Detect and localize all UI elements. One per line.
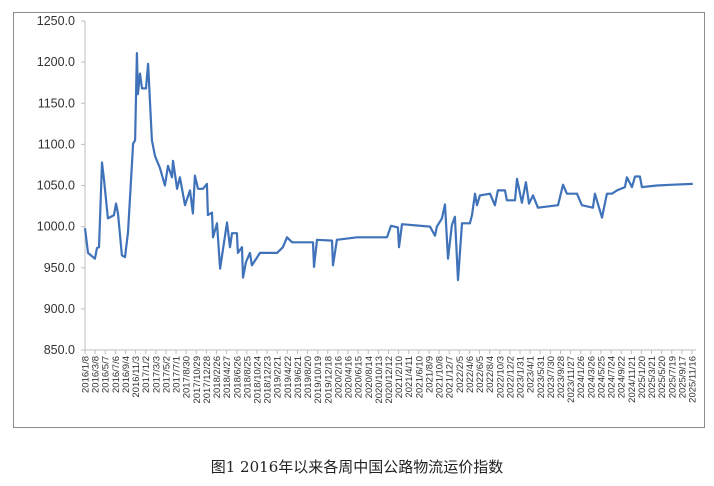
x-tick-label: 2018/10/24 [252, 356, 263, 404]
x-tick-label: 2025/9/17 [677, 356, 688, 398]
y-tick-label: 950.0 [44, 261, 75, 275]
y-tick-label: 1250.0 [37, 14, 75, 28]
x-tick-label: 2017/12/28 [202, 356, 213, 404]
series-line [83, 51, 693, 282]
x-tick-label: 2024/9/22 [617, 356, 628, 398]
x-tick-label: 2016/3/8 [91, 356, 102, 393]
x-tick-label: 2021/4/11 [404, 356, 415, 398]
x-tick-label: 2024/7/24 [607, 356, 618, 398]
x-tick-label: 2016/1/8 [81, 356, 92, 393]
x-tick-label: 2022/6/5 [475, 356, 486, 393]
y-tick-label: 900.0 [44, 302, 75, 316]
x-tick-label: 2022/4/6 [465, 356, 476, 393]
x-tick-label: 2017/5/2 [161, 356, 172, 393]
x-tick-label: 2021/8/9 [424, 356, 435, 393]
x-tick-label: 2016/7/6 [111, 356, 122, 393]
x-tick-label: 2018/8/25 [242, 356, 253, 398]
x-tick-label: 2018/4/27 [222, 356, 233, 398]
x-tick-label: 2025/5/20 [657, 356, 668, 398]
x-tick-label: 2016/11/3 [131, 356, 142, 398]
x-tick-label: 2017/1/2 [141, 356, 152, 393]
x-tick-label: 2025/11/16 [688, 356, 699, 403]
x-tick-label: 2020/12/12 [384, 356, 395, 404]
x-tick-label: 2021/2/10 [394, 356, 405, 398]
x-tick-label: 2021/6/10 [414, 356, 425, 398]
x-tick-label: 2024/11/21 [627, 356, 638, 403]
x-tick-label: 2019/8/20 [303, 356, 314, 398]
x-tick-label: 2017/3/3 [151, 356, 162, 393]
x-tick-label: 2024/5/25 [596, 356, 607, 398]
x-tick-label: 2017/10/29 [192, 356, 203, 404]
x-tick-label: 2022/8/4 [485, 356, 496, 393]
y-tick-label: 1050.0 [37, 179, 75, 193]
x-tick-label: 2023/11/27 [566, 356, 577, 403]
x-tick-label: 2017/7/1 [172, 356, 183, 393]
x-tick-label: 2020/10/13 [374, 356, 385, 404]
x-tick-label: 2016/5/7 [101, 356, 112, 393]
x-tick-label: 2025/3/21 [647, 356, 658, 398]
x-tick-label: 2018/6/26 [232, 356, 243, 398]
x-tick-label: 2023/5/31 [536, 356, 547, 398]
x-tick-label: 2022/2/5 [455, 356, 466, 393]
x-tick-label: 2018/2/26 [212, 356, 223, 398]
y-tick-label: 1100.0 [38, 137, 75, 151]
x-tick-label: 2021/12/7 [445, 356, 456, 398]
x-tick-label: 2020/8/14 [364, 356, 375, 398]
x-tick-label: 2016/9/4 [121, 356, 132, 393]
y-tick-label: 1000.0 [37, 220, 75, 234]
y-tick-label: 1150.0 [38, 96, 75, 110]
x-tick-label: 2021/10/8 [435, 356, 446, 398]
x-tick-label: 2023/1/31 [516, 356, 527, 398]
x-tick-label: 2023/4/1 [526, 356, 537, 393]
x-tick-label: 2020/4/16 [344, 356, 355, 398]
x-tick-label: 2017/8/30 [182, 356, 193, 398]
x-tick-label: 2023/9/28 [556, 356, 567, 398]
x-tick-label: 2022/12/2 [505, 356, 516, 398]
y-tick-label: 1200.0 [37, 55, 75, 69]
x-tick-label: 2020/6/15 [354, 356, 365, 398]
x-tick-label: 2024/1/26 [576, 356, 587, 398]
line-chart: 850.0 900.0 950.0 1000.0 1050.0 1100.0 1150.0 1… [37, 14, 699, 404]
x-tick-label: 2019/12/18 [323, 356, 334, 404]
x-tick-label: 2019/10/19 [313, 356, 324, 404]
figure-caption: 图1 2016年以来各周中国公路物流运价指数 [210, 458, 504, 476]
x-tick-label: 2023/7/30 [546, 356, 557, 398]
x-tick-label: 2022/10/3 [495, 356, 506, 398]
x-tick-label: 2018/12/23 [263, 356, 274, 404]
x-tick-label: 2020/2/16 [333, 356, 344, 398]
x-tick-label: 2019/6/21 [293, 356, 304, 398]
x-tick-label: 2024/3/26 [586, 356, 597, 398]
x-tick-label: 2025/1/20 [637, 356, 648, 398]
x-tick-label: 2025/7/19 [667, 356, 678, 398]
x-tick-label: 2019/2/21 [273, 356, 284, 398]
y-tick-label: 850.0 [44, 343, 75, 357]
x-tick-label: 2019/4/22 [283, 356, 294, 398]
chart-frame [13, 12, 705, 428]
